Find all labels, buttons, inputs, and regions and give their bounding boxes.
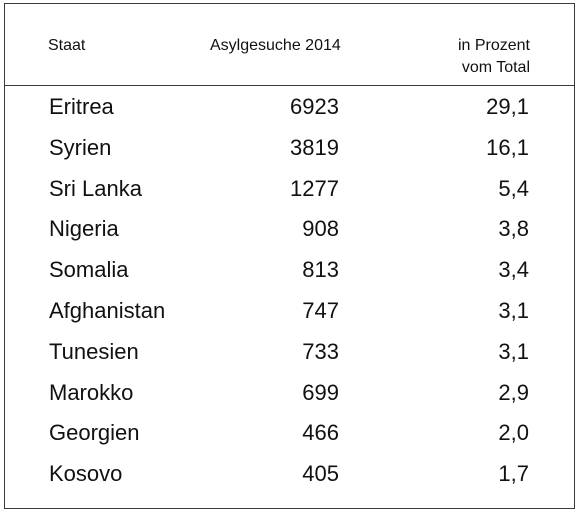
state-cell: Sri Lanka xyxy=(49,175,142,201)
header-state: Staat xyxy=(48,37,86,54)
table-body: Eritrea 6923 29,1 Syrien 3819 16,1 Sri L… xyxy=(5,88,574,496)
applications-cell: 908 xyxy=(302,216,339,242)
state-cell: Kosovo xyxy=(49,461,123,487)
table-row: Georgien 466 2,0 xyxy=(5,414,574,455)
percent-cell: 2,9 xyxy=(498,379,529,405)
applications-cell: 405 xyxy=(302,461,339,487)
percent-cell: 16,1 xyxy=(486,134,529,160)
percent-cell: 1,7 xyxy=(498,461,529,487)
applications-cell: 747 xyxy=(302,297,339,323)
table-row: Tunesien 733 3,1 xyxy=(5,333,574,374)
state-cell: Somalia xyxy=(49,257,129,283)
header-percent-line1: in Prozent xyxy=(457,37,530,54)
applications-cell: 699 xyxy=(302,379,339,405)
applications-cell: 813 xyxy=(302,257,339,283)
header-percent: in Prozent vom Total xyxy=(458,35,530,79)
percent-cell: 3,4 xyxy=(498,257,529,283)
applications-cell: 3819 xyxy=(290,134,339,160)
asylum-table: Staat Asylgesuche 2014 in Prozent vom To… xyxy=(4,3,575,509)
table-row: Marokko 699 2,9 xyxy=(5,374,574,415)
state-cell: Georgien xyxy=(49,420,140,446)
state-cell: Eritrea xyxy=(49,94,114,119)
state-cell: Afghanistan xyxy=(49,297,166,323)
table-row: Syrien 3819 16,1 xyxy=(5,129,574,170)
table-row: Kosovo 405 1,7 xyxy=(5,455,574,496)
applications-cell: 733 xyxy=(302,338,339,364)
applications-cell: 6923 xyxy=(290,94,339,119)
header-applications: Asylgesuche 2014 xyxy=(210,37,341,54)
applications-cell: 466 xyxy=(302,420,339,446)
percent-cell: 2,0 xyxy=(498,420,529,446)
table-row: Nigeria 908 3,8 xyxy=(5,210,574,251)
percent-cell: 3,8 xyxy=(498,216,529,242)
state-cell: Nigeria xyxy=(49,216,119,242)
applications-cell: 1277 xyxy=(290,175,339,201)
percent-cell: 5,4 xyxy=(498,175,529,201)
percent-cell: 3,1 xyxy=(498,338,529,364)
table-row: Afghanistan 747 3,1 xyxy=(5,292,574,333)
state-cell: Tunesien xyxy=(49,338,139,364)
state-cell: Syrien xyxy=(49,134,112,160)
header-percent-line2: vom Total xyxy=(461,59,530,76)
table-row: Eritrea 6923 29,1 xyxy=(5,88,574,129)
table-header: Staat Asylgesuche 2014 in Prozent vom To… xyxy=(5,4,574,86)
percent-cell: 3,1 xyxy=(498,297,529,323)
table-row: Sri Lanka 1277 5,4 xyxy=(5,170,574,211)
percent-cell: 29,1 xyxy=(486,94,529,119)
state-cell: Marokko xyxy=(49,379,134,405)
table-row: Somalia 813 3,4 xyxy=(5,251,574,292)
